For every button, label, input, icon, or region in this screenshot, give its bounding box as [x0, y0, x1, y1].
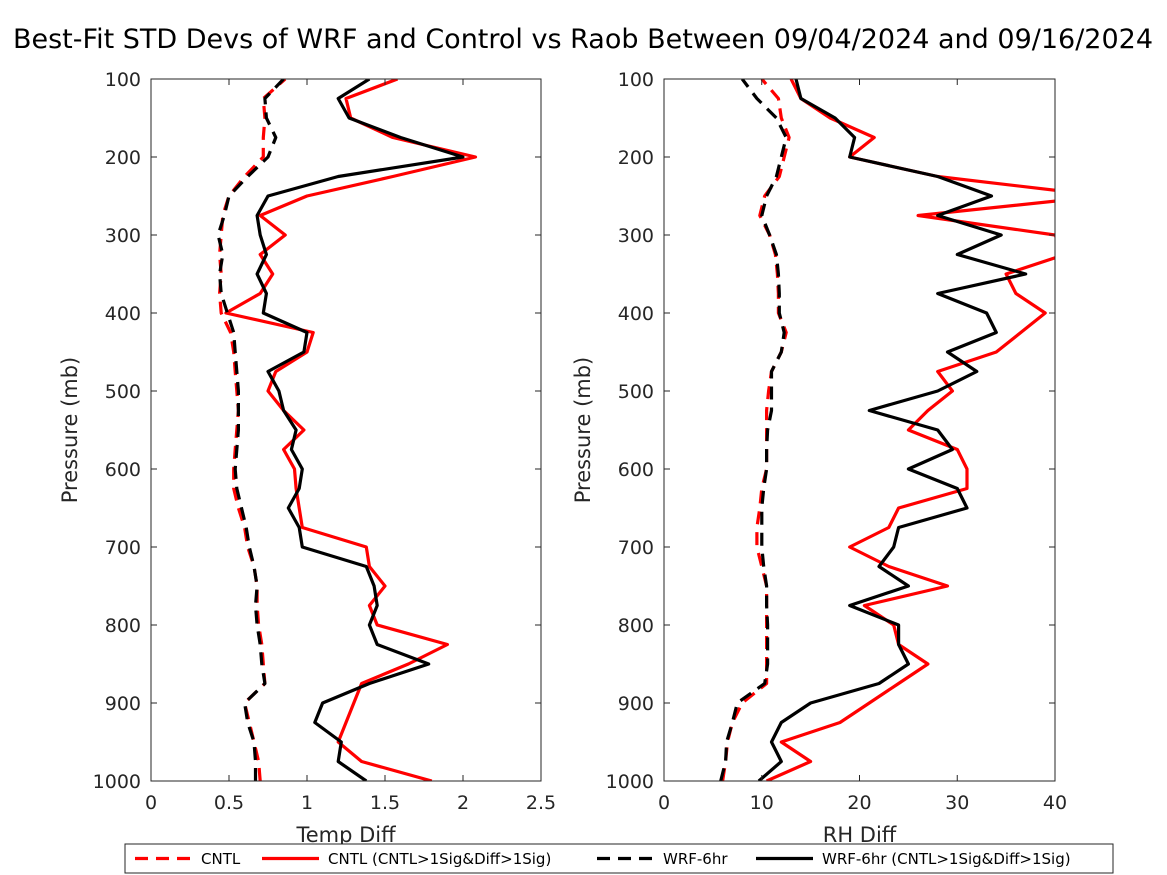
rh-y-tick-label: 700	[618, 537, 654, 559]
rh-y-axis-label: Pressure (mb)	[571, 357, 595, 504]
temp-y-tick-label: 700	[105, 537, 141, 559]
rh-diff-panel: 0 10 20 30 40 100 200 300 400 500 600 700 800 900 1000…	[571, 69, 1067, 847]
rh-y-tick-label: 1000	[606, 771, 654, 793]
rh-x-tick-label: 30	[945, 792, 969, 814]
figure-title: Best-Fit STD Devs of WRF and Control vs …	[13, 24, 1153, 55]
temp-series-cntl	[218, 79, 287, 781]
temp-y-tick-label: 1000	[93, 771, 141, 793]
temp-y-tick-label: 100	[105, 69, 141, 91]
rh-x-tick-label: 0	[658, 792, 670, 814]
temp-y-tick-label: 500	[105, 381, 141, 403]
rh-x-tick-label: 40	[1043, 792, 1067, 814]
rh-series-wrf-6hr	[719, 79, 788, 781]
temp-diff-panel: 0 0.5 1 1.5 2 2.5 100 200 300 400 500 600 700 800 900 1…	[58, 69, 556, 847]
rh-y-tick-label: 100	[618, 69, 654, 91]
rh-series-wrf-6hr-cntl-1sig-diff-1sig	[757, 79, 1028, 781]
temp-y-tick-label: 900	[105, 693, 141, 715]
rh-x-tick-label: 20	[847, 792, 871, 814]
legend-label-3: WRF-6hr (CNTL>1Sig&Diff>1Sig)	[822, 850, 1071, 868]
temp-x-axis-label: Temp Diff	[295, 823, 396, 847]
rh-y-tick-label: 800	[618, 615, 654, 637]
temp-series-cntl-cntl-1sig-diff-1sig	[224, 79, 478, 781]
temp-x-tick-label: 2.5	[526, 792, 556, 814]
rh-y-tick-label: 300	[618, 225, 654, 247]
rh-series-cntl-cntl-1sig-diff-1sig	[765, 79, 1055, 781]
rh-x-tick-label: 10	[750, 792, 774, 814]
legend-label-1: CNTL (CNTL>1Sig&Diff>1Sig)	[328, 850, 551, 868]
legend-label-0: CNTL	[201, 850, 241, 868]
rh-series-cntl	[721, 79, 791, 781]
temp-y-tick-label: 600	[105, 459, 141, 481]
temp-y-tick-label: 300	[105, 225, 141, 247]
rh-y-tick-label: 400	[618, 303, 654, 325]
temp-series-wrf-6hr	[216, 79, 285, 781]
rh-y-tick-label: 600	[618, 459, 654, 481]
temp-y-tick-label: 800	[105, 615, 141, 637]
temp-series-group	[216, 79, 478, 781]
temp-x-tick-label: 0	[145, 792, 157, 814]
legend: CNTL CNTL (CNTL>1Sig&Diff>1Sig) WRF-6hr WRF…	[124, 843, 1114, 874]
rh-y-tick-label: 900	[618, 693, 654, 715]
temp-x-tick-label: 0.5	[214, 792, 244, 814]
rh-x-axis-label: RH Diff	[823, 823, 897, 847]
temp-y-axis-label: Pressure (mb)	[58, 357, 82, 504]
rh-series-group	[719, 79, 1055, 781]
temp-x-tick-label: 2	[457, 792, 469, 814]
temp-axes-box	[150, 78, 542, 782]
legend-label-2: WRF-6hr	[663, 850, 728, 868]
temp-y-tick-label: 200	[105, 147, 141, 169]
temp-x-tick-label: 1.5	[370, 792, 400, 814]
temp-series-wrf-6hr-cntl-1sig-diff-1sig	[255, 79, 465, 781]
rh-y-tick-label: 200	[618, 147, 654, 169]
rh-y-tick-label: 500	[618, 381, 654, 403]
temp-y-tick-label: 400	[105, 303, 141, 325]
temp-x-tick-label: 1	[301, 792, 313, 814]
